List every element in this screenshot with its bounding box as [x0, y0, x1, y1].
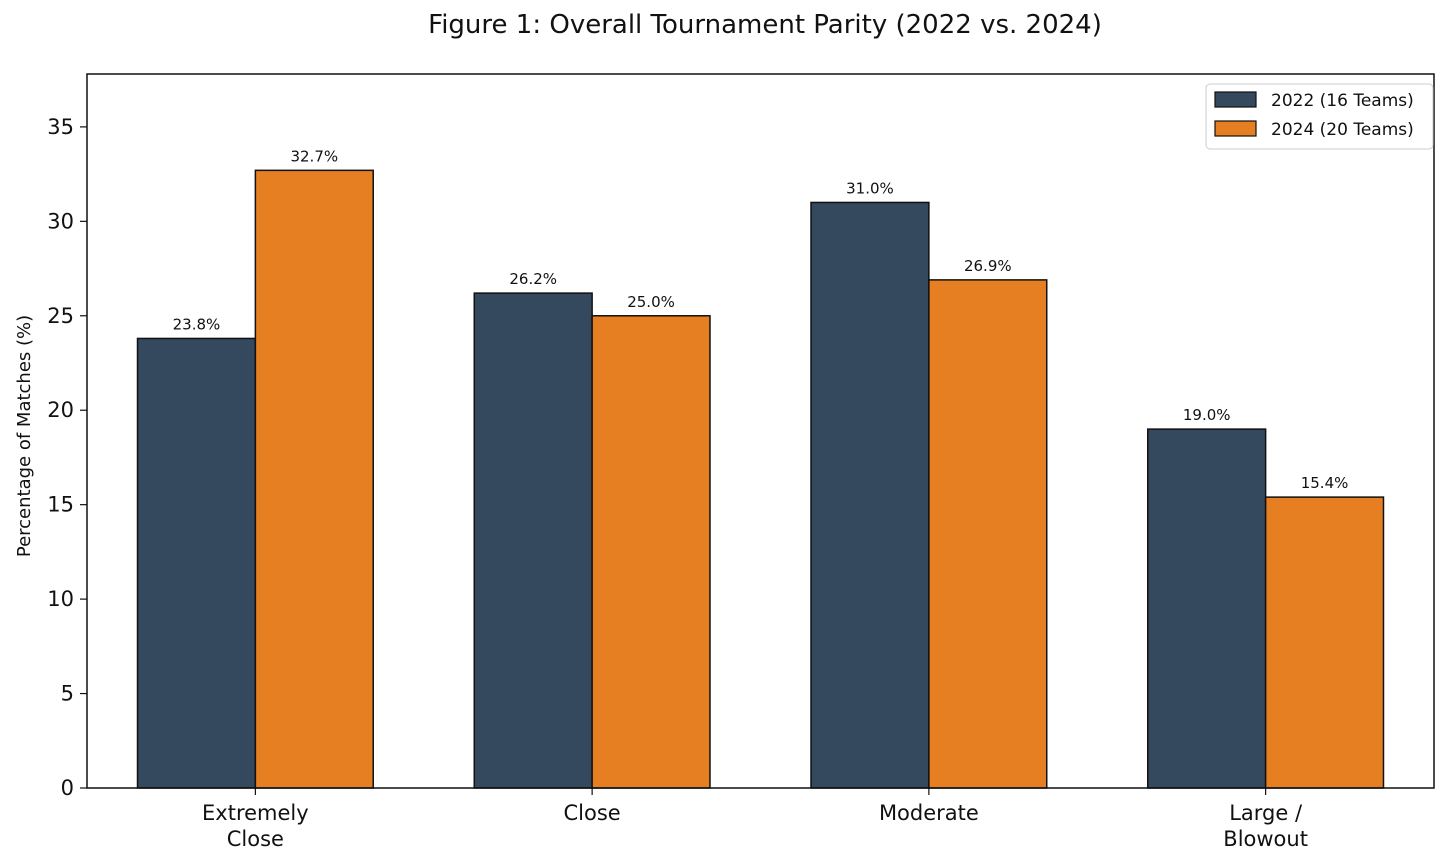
y-tick-label: 35: [47, 115, 74, 139]
y-tick-label: 15: [47, 493, 74, 517]
data-label: 32.7%: [290, 147, 338, 165]
y-tick-label: 25: [47, 304, 74, 328]
plot-frame: [86, 73, 1435, 789]
bar: [1147, 428, 1267, 789]
y-tick-label: 5: [61, 682, 74, 706]
bar: [473, 292, 593, 789]
legend-box: [1205, 83, 1434, 150]
data-label: 31.0%: [846, 179, 894, 197]
chart-title: Figure 1: Overall Tournament Parity (202…: [428, 10, 1102, 40]
data-label: 15.4%: [1301, 474, 1349, 492]
bar: [928, 279, 1048, 789]
data-label: 19.0%: [1183, 406, 1231, 424]
y-tick-label: 30: [47, 209, 74, 233]
data-label: 23.8%: [173, 315, 221, 333]
category-label: Large / Blowout: [1223, 801, 1308, 851]
bar: [136, 337, 257, 789]
y-tick-label: 0: [61, 776, 74, 800]
bar: [1264, 496, 1385, 789]
bar: [810, 201, 930, 789]
plot-area: 0 5 10 15 20 25 30 35 23.8% 32.7% Extremely Close 26…: [47, 73, 1435, 851]
data-label: 25.0%: [627, 293, 675, 311]
category-label: Close: [564, 801, 621, 825]
y-axis-title: Percentage of Matches (%): [14, 315, 35, 557]
data-label: 26.2%: [509, 270, 557, 288]
category-label: Moderate: [879, 801, 979, 825]
data-label: 26.9%: [964, 257, 1012, 275]
legend-label: 2022 (16 Teams): [1271, 91, 1414, 111]
y-tick-label: 10: [47, 587, 74, 611]
legend-swatch: [1214, 120, 1257, 137]
legend-label: 2024 (20 Teams): [1271, 120, 1414, 140]
legend-swatch: [1214, 91, 1257, 108]
bar: [591, 315, 711, 789]
category-label: Extremely Close: [202, 801, 309, 851]
y-tick-label: 20: [47, 398, 74, 422]
bar: [254, 169, 374, 789]
legend: 2022 (16 Teams) 2024 (20 Teams): [1205, 83, 1434, 150]
